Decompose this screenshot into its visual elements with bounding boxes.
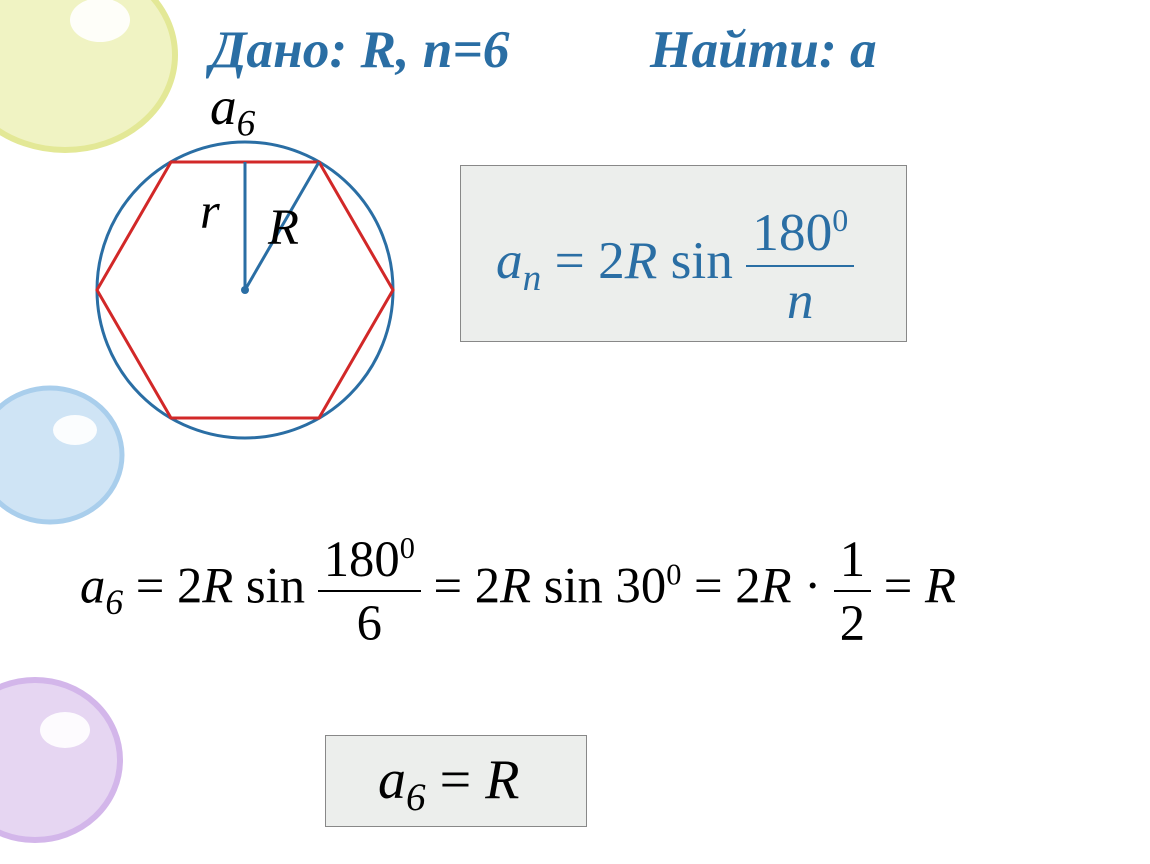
formula-general: an = 2R sin 1800 n [496,201,854,331]
title-right-text: Найти: a [650,19,877,79]
f2-den3: 2 [834,590,871,652]
f2-R2: R [500,558,531,614]
f1-den: n [746,265,854,331]
hexagon-diagram: a6 r R [70,120,400,450]
f2-R4: R [925,558,956,614]
formula-box-result: a6 = R [325,735,587,827]
label-a6: a6 [210,75,255,146]
f3-sub: 6 [406,776,426,819]
center-dot [241,286,249,294]
f2-frac1: 1800 6 [318,530,421,652]
formula-box-general: an = 2R sin 1800 n [460,165,907,342]
f2-a: a [80,558,105,614]
f2-num1: 180 [324,531,400,587]
f2-den1: 6 [318,590,421,652]
slide: Дано: R, n=6 Найти: a a6 r R [0,0,1150,864]
f2-sup2: 0 [666,558,681,592]
title-find: Найти: a [650,18,877,80]
f2-frac3: 1 2 [834,530,871,652]
title-left-text: Дано: R, n=6 [210,19,509,79]
f1-eq: = 2 [541,230,624,290]
label-r: r [200,182,220,240]
f1-sub: n [523,258,542,299]
formula-result: a6 = R [378,748,519,820]
f3-a: a [378,749,406,811]
f2-eq3: = 2 [681,558,760,614]
label-R: R [268,198,299,256]
f2-sub: 6 [105,582,123,622]
f1-fraction: 1800 n [746,201,854,331]
title-given: Дано: R, n=6 [210,18,509,80]
f2-eq1: = 2 [123,558,202,614]
f2-num1sup: 0 [400,531,415,565]
f1-numsup: 0 [832,202,848,238]
f2-sin2: sin 30 [531,558,666,614]
f1-num: 180 [752,202,832,262]
label-a6-a: a [210,76,237,136]
f2-R3: R [761,558,792,614]
label-R-text: R [268,199,299,255]
f2-eq2: = 2 [421,558,500,614]
f2-R1: R [202,558,233,614]
f1-R: R [625,230,658,290]
f3-R: R [485,749,519,811]
label-r-text: r [200,183,220,239]
f2-sin1: sin [233,558,317,614]
f2-eq4: = [871,558,925,614]
f1-sin: sin [657,230,746,290]
f1-a: a [496,230,523,290]
label-a6-sub: 6 [237,104,256,145]
f3-eq: = [426,749,486,811]
balloon-purple [0,675,125,845]
f2-num3: 1 [834,530,871,590]
f2-dot: · [792,558,834,614]
formula-derivation: a6 = 2R sin 1800 6 = 2R sin 300 = 2R · 1… [80,530,956,652]
